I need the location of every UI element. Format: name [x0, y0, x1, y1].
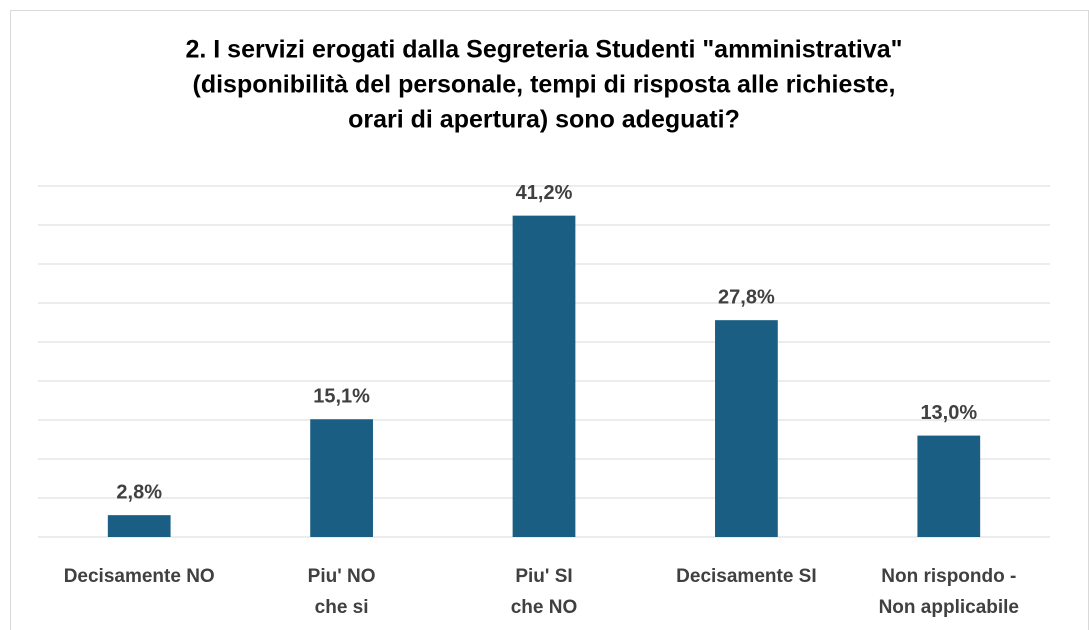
data-label: 15,1%	[313, 386, 370, 408]
bar	[715, 320, 778, 537]
x-tick-label: che si	[315, 597, 369, 618]
x-tick-label: Piu' SI	[515, 566, 572, 587]
data-label: 13,0%	[920, 402, 977, 424]
x-tick-label: Non applicabile	[879, 597, 1019, 618]
x-tick-label: Non rispondo -	[881, 566, 1016, 587]
data-label: 41,2%	[516, 182, 573, 204]
chart-title: orari di apertura) sono adeguati?	[348, 106, 740, 134]
data-label: 27,8%	[718, 286, 775, 308]
data-label: 2,8%	[116, 481, 162, 503]
chart-title: 2. I servizi erogati dalla Segreteria St…	[185, 36, 902, 64]
bar	[917, 435, 981, 537]
bar	[107, 515, 171, 537]
x-tick-label: Piu' NO	[308, 566, 376, 587]
chart-title: (disponibilità del personale, tempi di r…	[193, 71, 896, 99]
x-tick-label: Decisamente SI	[676, 566, 816, 587]
x-tick-label: che NO	[511, 597, 578, 618]
bar	[512, 215, 576, 537]
x-tick-label: Decisamente NO	[64, 566, 215, 587]
bar	[310, 419, 373, 537]
